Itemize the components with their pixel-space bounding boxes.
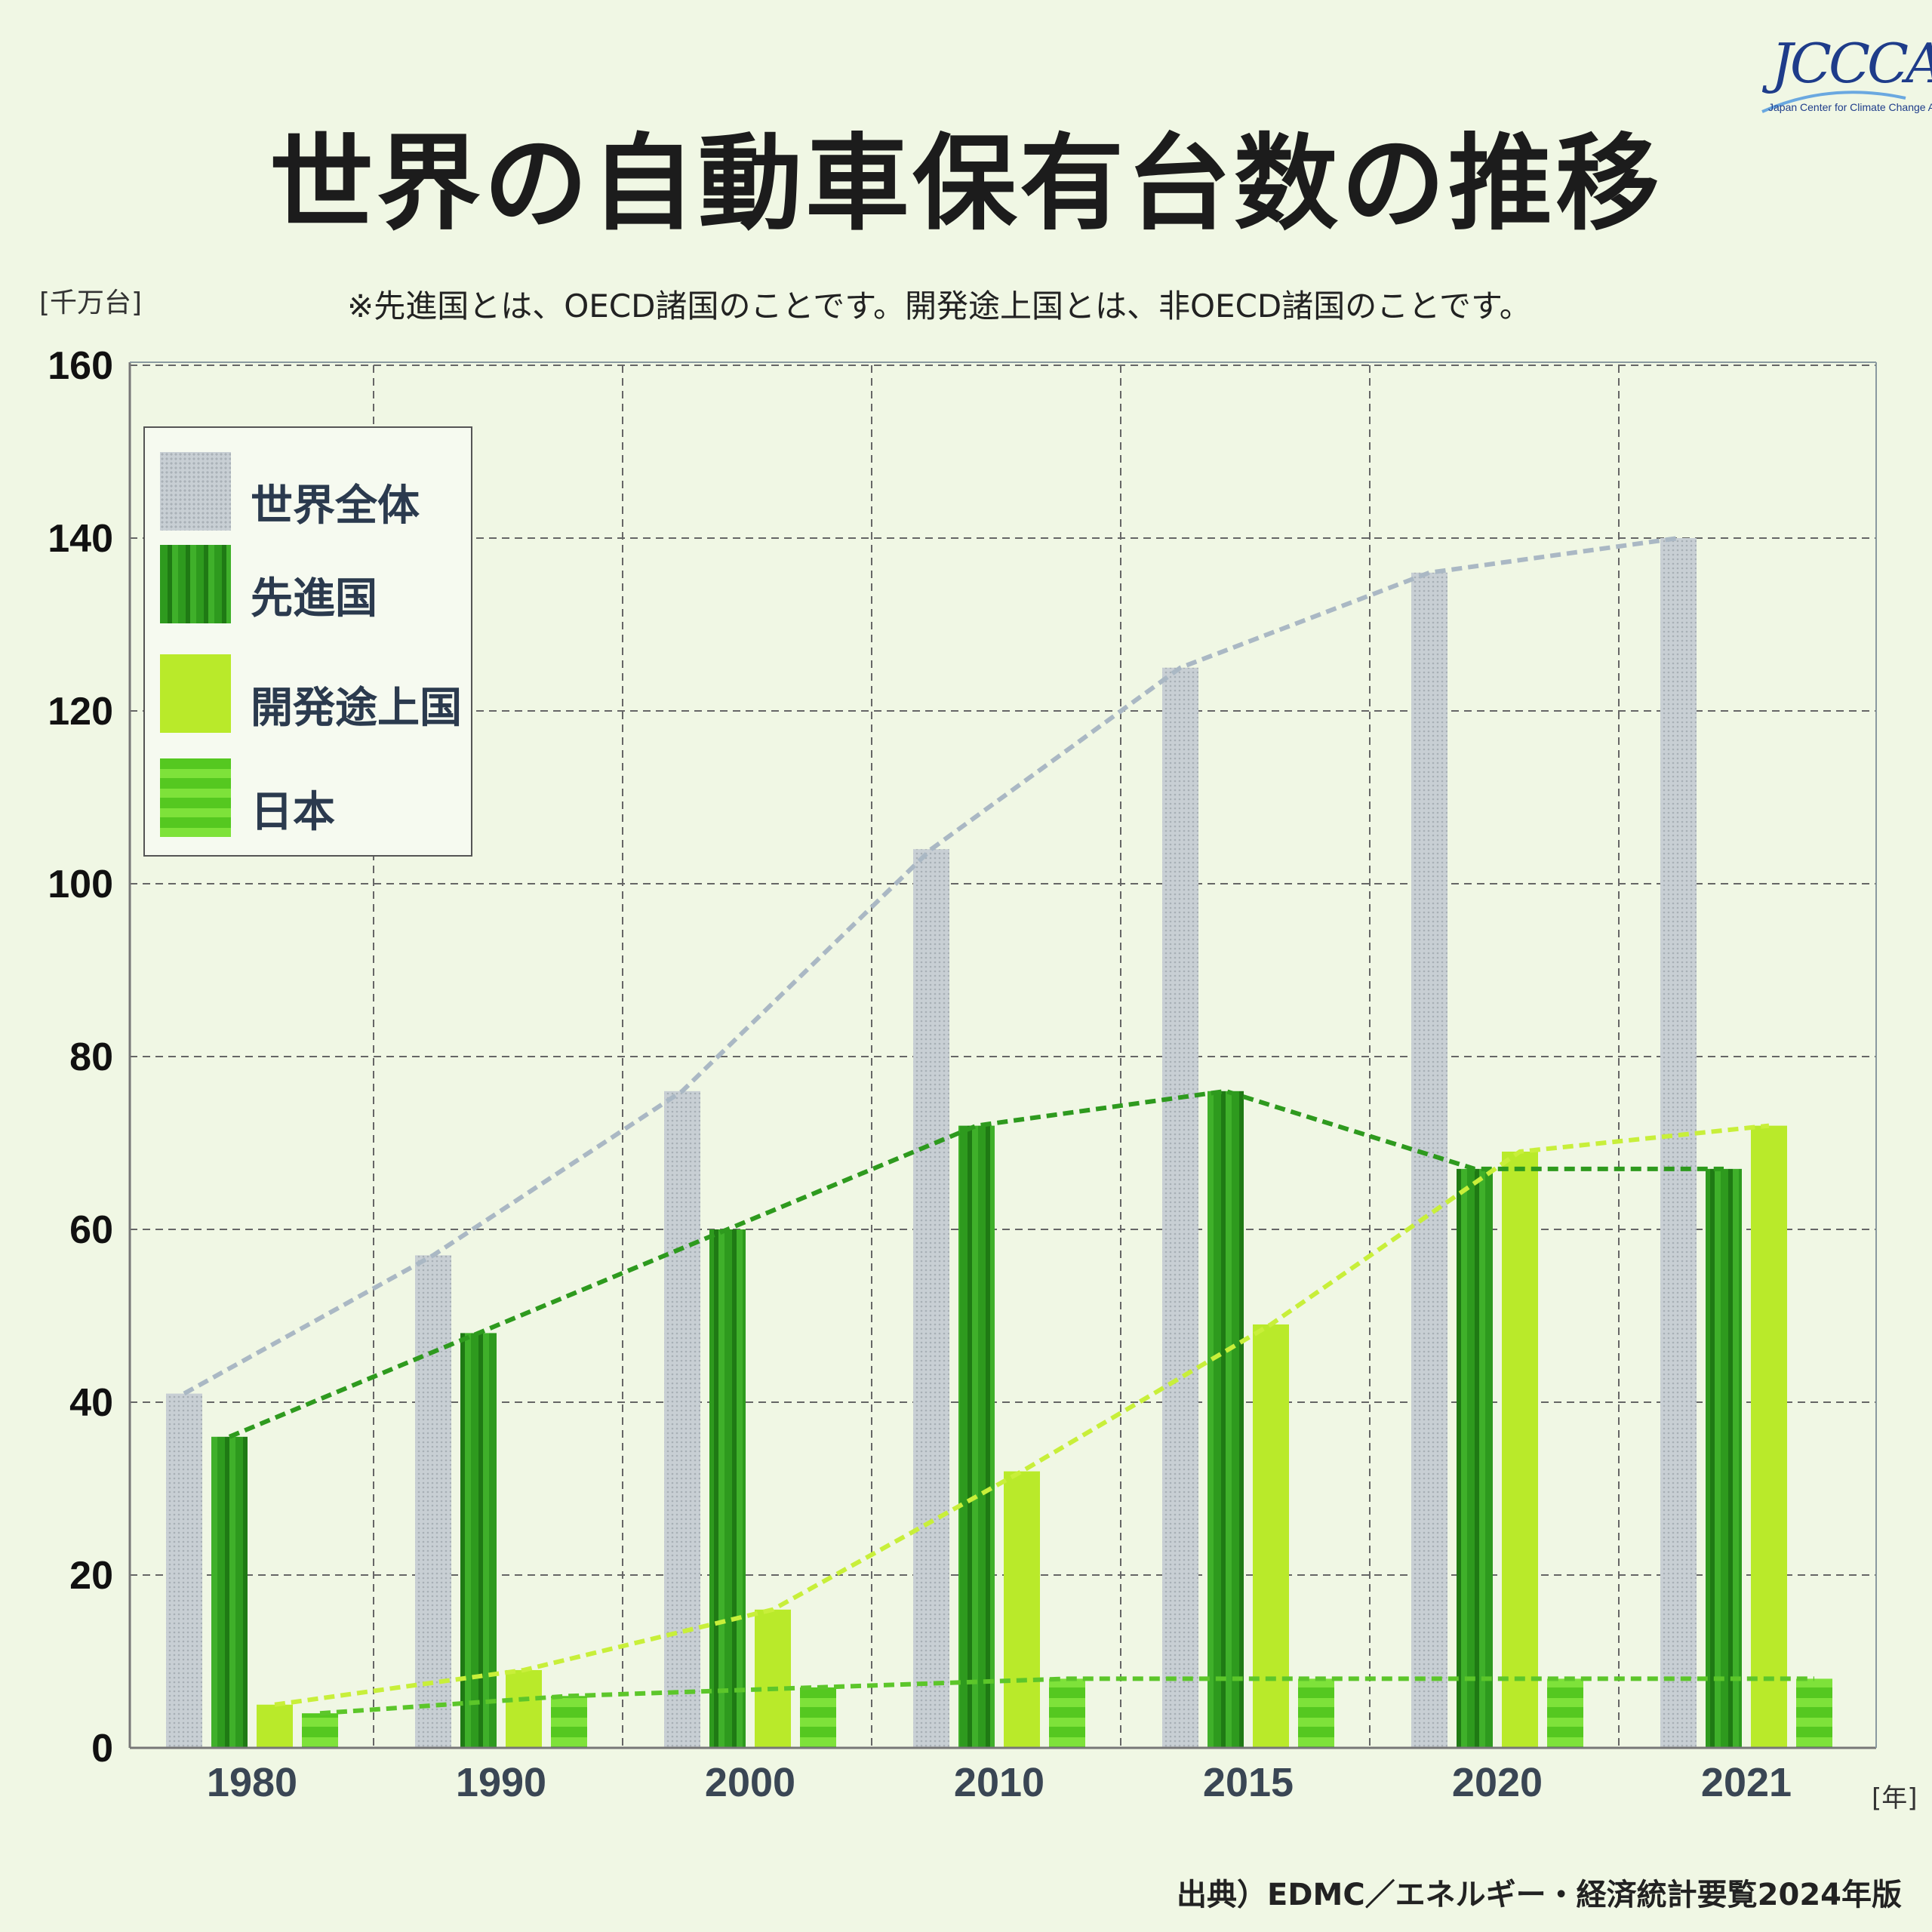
bar-world-2015 xyxy=(1162,667,1198,1748)
bar-developed-1980 xyxy=(211,1436,248,1748)
bar-developed-2021 xyxy=(1706,1168,1742,1748)
y-tick-label-80: 80 xyxy=(69,1035,113,1079)
axes: 0 20 40 60 80 100 120 140 160 1980 1990 2000 2010 201… xyxy=(48,344,1877,1805)
bar-world-2010 xyxy=(913,849,949,1748)
bar-developed-2010 xyxy=(958,1125,995,1748)
bar-japan-2021 xyxy=(1796,1678,1832,1748)
bar-developed-2020 xyxy=(1457,1168,1493,1748)
bar-japan-1990 xyxy=(551,1696,587,1748)
x-tick-label-2010: 2010 xyxy=(954,1760,1044,1805)
bar-japan-2010 xyxy=(1049,1678,1085,1748)
x-tick-label-2015: 2015 xyxy=(1203,1760,1294,1805)
bar-developing-2010 xyxy=(1004,1471,1040,1748)
bar-developing-1980 xyxy=(257,1704,293,1748)
y-tick-label-140: 140 xyxy=(48,517,113,561)
logo-text: JCCCA xyxy=(1771,32,1932,95)
jccca-logo: JCCCA Japan Center for Climate Change Ac… xyxy=(1755,36,1932,119)
bar-japan-2000 xyxy=(800,1687,836,1748)
chart-title: 世界の自動車保有台数の推移 xyxy=(269,123,1663,245)
legend: 世界全体 先進国 開発途上国 日本 xyxy=(143,426,472,857)
trend-lines xyxy=(183,536,1814,1716)
bars xyxy=(166,538,1832,1748)
legend-swatch-developing xyxy=(160,654,231,733)
x-tick-label-2021: 2021 xyxy=(1701,1760,1792,1805)
bar-developed-2015 xyxy=(1208,1091,1244,1748)
bar-world-1980 xyxy=(166,1393,202,1748)
bar-developing-2015 xyxy=(1253,1324,1289,1748)
logo-arc xyxy=(1761,91,1906,113)
grid xyxy=(130,365,1876,1748)
y-tick-label-60: 60 xyxy=(69,1208,113,1252)
y-tick-label-0: 0 xyxy=(91,1727,113,1770)
legend-item-developed: 先進国 xyxy=(160,545,462,623)
bar-japan-2020 xyxy=(1547,1678,1583,1748)
y-tick-label-100: 100 xyxy=(48,863,113,906)
trend-line-developed xyxy=(228,1088,1724,1439)
legend-swatch-developed xyxy=(160,545,231,623)
legend-item-world: 世界全体 xyxy=(160,452,462,531)
y-tick-label-40: 40 xyxy=(69,1381,113,1425)
legend-label-developing: 開発途上国 xyxy=(251,684,462,733)
trend-line-japan xyxy=(319,1676,1814,1716)
x-tick-label-2000: 2000 xyxy=(705,1760,795,1805)
x-tick-label-2020: 2020 xyxy=(1452,1760,1543,1805)
legend-swatch-japan xyxy=(160,758,231,837)
bar-world-2000 xyxy=(664,1091,700,1748)
bar-developing-2020 xyxy=(1502,1151,1538,1748)
x-tick-label-1980: 1980 xyxy=(207,1760,297,1805)
trend-line-developing xyxy=(274,1123,1770,1707)
legend-label-world: 世界全体 xyxy=(251,481,420,531)
x-tick-label-1990: 1990 xyxy=(456,1760,546,1805)
bar-japan-1980 xyxy=(302,1713,338,1748)
chart-note: ※先進国とは、OECD諸国のことです。開発途上国とは、非OECD諸国のことです。 xyxy=(347,288,1531,325)
y-tick-label-160: 160 xyxy=(48,344,113,388)
y-tick-label-20: 20 xyxy=(69,1554,113,1598)
bar-developed-2000 xyxy=(709,1229,746,1748)
bar-developed-1990 xyxy=(460,1333,497,1748)
trend-line-world xyxy=(183,536,1679,1396)
bar-world-1990 xyxy=(415,1255,451,1748)
legend-swatch-world xyxy=(160,452,231,531)
logo-subtitle: Japan Center for Climate Change Actions xyxy=(1768,101,1932,113)
legend-label-japan: 日本 xyxy=(251,788,335,837)
bar-developing-2000 xyxy=(755,1609,791,1748)
bar-developing-2021 xyxy=(1751,1125,1787,1748)
bar-japan-2015 xyxy=(1298,1678,1334,1748)
bar-developing-1990 xyxy=(506,1669,542,1748)
legend-item-japan: 日本 xyxy=(160,758,462,837)
y-tick-label-120: 120 xyxy=(48,690,113,734)
legend-item-developing: 開発途上国 xyxy=(160,654,462,733)
y-axis-unit: [千万台] xyxy=(39,288,143,318)
legend-label-developed: 先進国 xyxy=(251,574,377,623)
bar-world-2021 xyxy=(1660,538,1697,1748)
source-note: 出典）EDMC／エネルギー・経済統計要覧2024年版 xyxy=(1176,1878,1902,1912)
x-axis-unit: [年] xyxy=(1872,1783,1918,1814)
